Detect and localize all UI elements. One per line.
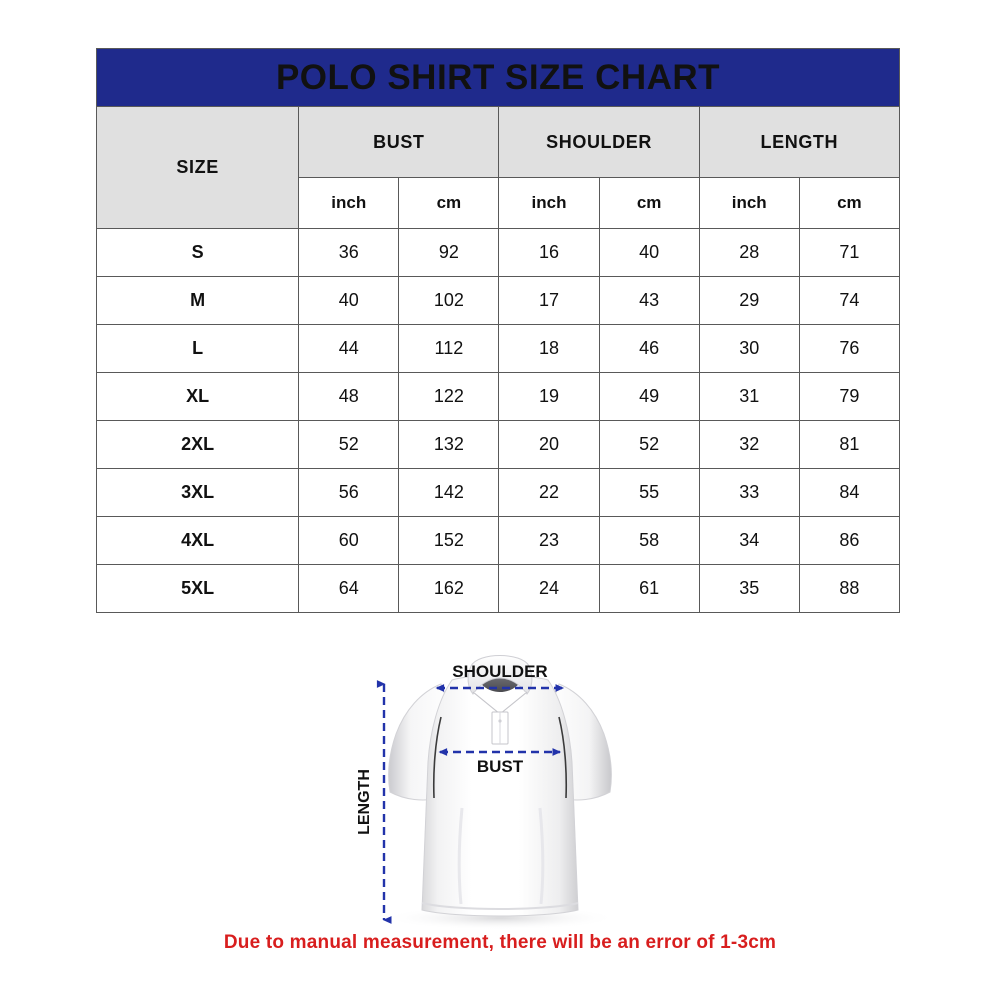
cell-length-cm: 71 bbox=[798, 228, 901, 277]
table-row: M 40 102 17 43 29 74 bbox=[95, 276, 901, 325]
table-group-header-row: SIZE BUST SHOULDER LENGTH bbox=[95, 106, 901, 229]
cell-bust-inch: 44 bbox=[298, 324, 400, 373]
cell-shoulder-cm: 52 bbox=[598, 420, 700, 469]
cell-shoulder-inch: 23 bbox=[498, 516, 600, 565]
shirt-collar-seam-right bbox=[499, 691, 528, 715]
cell-length-cm: 74 bbox=[798, 276, 901, 325]
cell-shoulder-inch: 20 bbox=[498, 420, 600, 469]
cell-length-inch: 30 bbox=[698, 324, 800, 373]
page-title: POLO SHIRT SIZE CHART bbox=[96, 48, 900, 107]
shirt-collar bbox=[467, 655, 533, 695]
shirt-right-armhole-seam bbox=[558, 716, 568, 799]
cell-bust-inch: 52 bbox=[298, 420, 400, 469]
cell-bust-inch: 56 bbox=[298, 468, 400, 517]
cell-shoulder-inch: 17 bbox=[498, 276, 600, 325]
unit-length-cm: cm bbox=[798, 177, 901, 229]
shirt-left-armhole-seam bbox=[432, 716, 442, 799]
column-header-shoulder: SHOULDER bbox=[498, 106, 700, 178]
unit-length-inch: inch bbox=[698, 177, 800, 229]
cell-shoulder-cm: 55 bbox=[598, 468, 700, 517]
column-header-length: LENGTH bbox=[698, 106, 901, 178]
cell-bust-cm: 102 bbox=[398, 276, 500, 325]
table-row: S 36 92 16 40 28 71 bbox=[95, 228, 901, 277]
cell-size: 3XL bbox=[95, 468, 300, 517]
cell-bust-inch: 36 bbox=[298, 228, 400, 277]
cell-shoulder-cm: 49 bbox=[598, 372, 700, 421]
table-row: 5XL 64 162 24 61 35 88 bbox=[95, 564, 901, 613]
cell-bust-inch: 60 bbox=[298, 516, 400, 565]
cell-bust-cm: 132 bbox=[398, 420, 500, 469]
shirt-fold-right bbox=[538, 807, 545, 905]
table-row: 3XL 56 142 22 55 33 84 bbox=[95, 468, 901, 517]
table-row: 2XL 52 132 20 52 32 81 bbox=[95, 420, 901, 469]
cell-shoulder-inch: 24 bbox=[498, 564, 600, 613]
shirt-button bbox=[498, 719, 502, 723]
cell-shoulder-cm: 58 bbox=[598, 516, 700, 565]
cell-bust-cm: 152 bbox=[398, 516, 500, 565]
column-header-size: SIZE bbox=[95, 106, 300, 229]
cell-length-inch: 33 bbox=[698, 468, 800, 517]
cell-size: M bbox=[95, 276, 300, 325]
cell-bust-inch: 64 bbox=[298, 564, 400, 613]
cell-shoulder-cm: 40 bbox=[598, 228, 700, 277]
column-header-bust: BUST bbox=[298, 106, 500, 178]
table-row: 4XL 60 152 23 58 34 86 bbox=[95, 516, 901, 565]
cell-bust-cm: 142 bbox=[398, 468, 500, 517]
length-label: LENGTH bbox=[356, 769, 373, 835]
cell-length-inch: 32 bbox=[698, 420, 800, 469]
cell-length-inch: 28 bbox=[698, 228, 800, 277]
measurement-disclaimer: Due to manual measurement, there will be… bbox=[223, 932, 777, 953]
cell-size: XL bbox=[95, 372, 300, 421]
cell-size: 2XL bbox=[95, 420, 300, 469]
cell-shoulder-cm: 46 bbox=[598, 324, 700, 373]
cell-shoulder-cm: 61 bbox=[598, 564, 700, 613]
cell-bust-cm: 92 bbox=[398, 228, 500, 277]
cell-shoulder-cm: 43 bbox=[598, 276, 700, 325]
shirt-collar-seam-left bbox=[472, 691, 501, 715]
cell-length-cm: 76 bbox=[798, 324, 901, 373]
unit-shoulder-inch: inch bbox=[498, 177, 600, 229]
cell-length-inch: 34 bbox=[698, 516, 800, 565]
cell-bust-cm: 112 bbox=[398, 324, 500, 373]
table-row: XL 48 122 19 49 31 79 bbox=[95, 372, 901, 421]
polo-shirt-diagram-svg: SHOULDER BUST LENGTH bbox=[356, 655, 618, 930]
size-chart-table-container: POLO SHIRT SIZE CHART SIZE BUST SHOULDER… bbox=[95, 48, 901, 613]
cell-bust-cm: 162 bbox=[398, 564, 500, 613]
table-row: L 44 112 18 46 30 76 bbox=[95, 324, 901, 373]
cell-size: 5XL bbox=[95, 564, 300, 613]
shirt-body bbox=[421, 675, 579, 917]
cell-size: L bbox=[95, 324, 300, 373]
cell-length-cm: 81 bbox=[798, 420, 901, 469]
measurement-diagram: SHOULDER BUST LENGTH bbox=[0, 622, 1000, 932]
shoulder-label: SHOULDER bbox=[452, 662, 547, 681]
cell-length-cm: 88 bbox=[798, 564, 901, 613]
unit-shoulder-cm: cm bbox=[598, 177, 700, 229]
unit-bust-cm: cm bbox=[398, 177, 500, 229]
cell-bust-cm: 122 bbox=[398, 372, 500, 421]
cell-bust-inch: 40 bbox=[298, 276, 400, 325]
cell-length-cm: 86 bbox=[798, 516, 901, 565]
size-chart-table: POLO SHIRT SIZE CHART SIZE BUST SHOULDER… bbox=[95, 48, 901, 613]
unit-bust-inch: inch bbox=[298, 177, 400, 229]
cell-bust-inch: 48 bbox=[298, 372, 400, 421]
cell-shoulder-inch: 18 bbox=[498, 324, 600, 373]
cell-size: S bbox=[95, 228, 300, 277]
shirt-hem bbox=[421, 902, 579, 910]
cell-shoulder-inch: 16 bbox=[498, 228, 600, 277]
shirt-fold-left bbox=[457, 807, 464, 905]
cell-length-inch: 35 bbox=[698, 564, 800, 613]
table-unit-header-row: inch cm inch cm inch cm bbox=[97, 177, 901, 229]
cell-shoulder-inch: 22 bbox=[498, 468, 600, 517]
cell-shoulder-inch: 19 bbox=[498, 372, 600, 421]
cell-length-inch: 29 bbox=[698, 276, 800, 325]
bust-label: BUST bbox=[477, 757, 524, 776]
table-title-row: POLO SHIRT SIZE CHART bbox=[96, 48, 900, 107]
cell-length-cm: 79 bbox=[798, 372, 901, 421]
cell-size: 4XL bbox=[95, 516, 300, 565]
cell-length-cm: 84 bbox=[798, 468, 901, 517]
cell-length-inch: 31 bbox=[698, 372, 800, 421]
